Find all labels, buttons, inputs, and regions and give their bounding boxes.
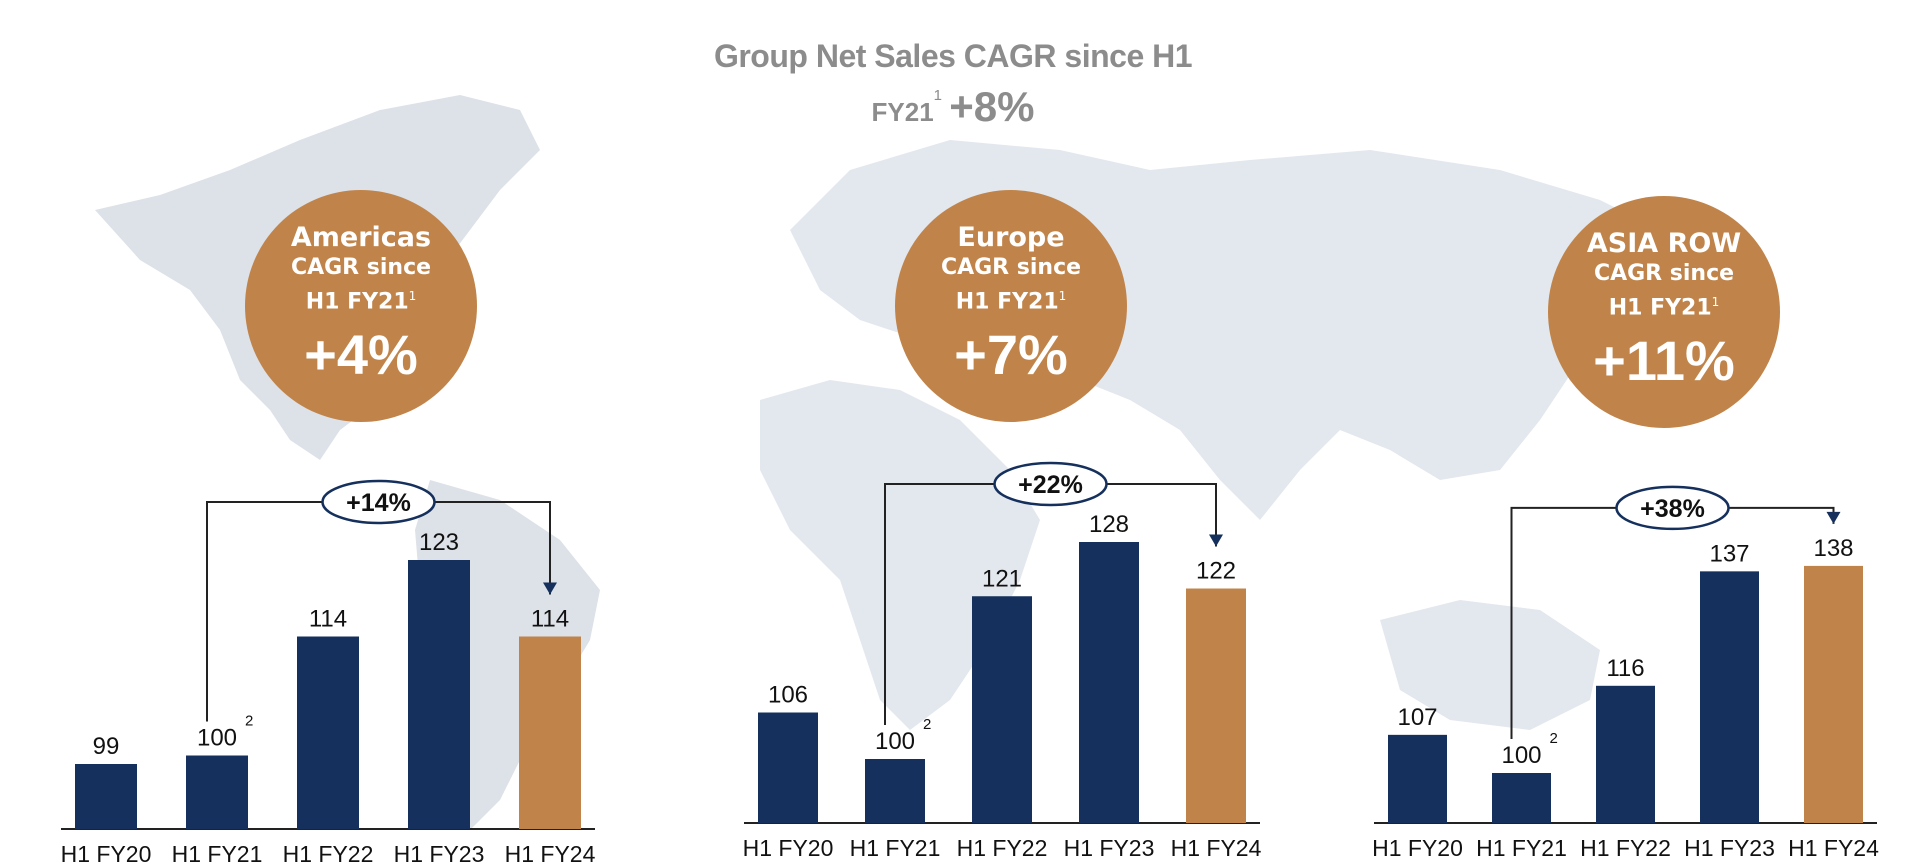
x-tick-label: H1 FY21 <box>850 835 941 861</box>
bar-h1-fy20 <box>75 764 137 829</box>
bubble-footnote: 1 <box>408 288 417 303</box>
americas-cagr-bubble: Americas CAGR since H1 FY211 +4% <box>245 190 477 422</box>
bubble-cagr-period: H1 FY211 <box>1609 288 1720 322</box>
data-label: 138 <box>1813 535 1853 562</box>
arrow-head-icon <box>543 582 557 595</box>
data-label: 100 <box>1501 742 1541 769</box>
growth-label: +14% <box>346 489 411 517</box>
baseline-footnote: 2 <box>923 716 931 733</box>
bubble-cagr-value: +7% <box>954 323 1068 387</box>
group-cagr-value: +8% <box>949 83 1035 130</box>
title-period: FY21 <box>871 97 934 127</box>
data-label: 99 <box>93 733 120 760</box>
growth-label: +38% <box>1640 495 1705 523</box>
growth-connector-line <box>206 501 551 722</box>
growth-label: +22% <box>1018 471 1083 499</box>
bubble-cagr-value: +4% <box>304 323 418 387</box>
bubble-footnote: 1 <box>1711 294 1720 309</box>
bar-h1-fy23 <box>1079 542 1139 823</box>
bubble-region-name: Americas <box>290 221 432 253</box>
x-tick-label: H1 FY21 <box>172 841 263 866</box>
bar-h1-fy24 <box>1186 588 1246 823</box>
bar-h1-fy20 <box>758 712 818 823</box>
x-tick-label: H1 FY20 <box>1372 835 1463 861</box>
bar-h1-fy22 <box>297 636 359 829</box>
page-title: Group Net Sales CAGR since H1 FY211 +8% <box>0 38 1906 131</box>
data-label: 100 <box>197 725 237 752</box>
title-footnote: 1 <box>933 87 943 104</box>
bubble-cagr-label: CAGR since <box>940 254 1082 280</box>
australia-shape <box>1380 600 1600 730</box>
bubble-period-text: H1 FY21 <box>1608 295 1712 321</box>
bar-h1-fy21 <box>1492 773 1551 823</box>
bar-h1-fy24 <box>519 636 581 829</box>
bubble-region-name: Europe <box>957 221 1065 253</box>
bar-h1-fy24 <box>1804 565 1863 823</box>
x-tick-label: H1 FY24 <box>505 841 596 866</box>
bar-h1-fy21 <box>865 759 925 823</box>
data-label: 106 <box>768 682 808 709</box>
growth-badge <box>993 461 1108 507</box>
data-label: 116 <box>1606 655 1644 682</box>
bubble-cagr-label: CAGR since <box>1593 260 1735 286</box>
bubble-cagr-label: CAGR since <box>290 254 432 280</box>
x-tick-label: H1 FY24 <box>1171 835 1262 861</box>
x-tick-label: H1 FY20 <box>743 835 834 861</box>
data-label: 114 <box>309 606 347 633</box>
africa-shape <box>760 380 1040 730</box>
europe-cagr-bubble: Europe CAGR since H1 FY211 +7% <box>895 190 1127 422</box>
data-label: 121 <box>982 565 1022 592</box>
bar-h1-fy20 <box>1388 734 1447 823</box>
bar-h1-fy22 <box>1596 685 1655 823</box>
growth-connector-line <box>884 483 1217 725</box>
data-label: 100 <box>875 728 915 755</box>
data-label: 128 <box>1089 511 1129 538</box>
arrow-head-icon <box>1826 511 1841 524</box>
x-tick-label: H1 FY24 <box>1788 835 1879 861</box>
x-tick-label: H1 FY22 <box>1580 835 1671 861</box>
bubble-footnote: 1 <box>1058 288 1067 303</box>
bar-h1-fy21 <box>186 755 248 829</box>
bubble-period-text: H1 FY21 <box>305 289 409 315</box>
x-tick-label: H1 FY23 <box>1064 835 1155 861</box>
bubble-region-name: ASIA ROW <box>1586 227 1742 259</box>
data-label: 114 <box>531 606 569 633</box>
x-tick-label: H1 FY22 <box>283 841 374 866</box>
bar-h1-fy23 <box>1700 571 1759 823</box>
title-line-2: FY211 +8% <box>0 83 1906 131</box>
growth-badge <box>1615 485 1730 531</box>
baseline-footnote: 2 <box>245 713 253 730</box>
bar-h1-fy22 <box>972 596 1032 823</box>
x-tick-label: H1 FY21 <box>1476 835 1567 861</box>
bubble-cagr-value: +11% <box>1593 329 1735 393</box>
bar-h1-fy23 <box>408 560 470 829</box>
asia-row-cagr-bubble: ASIA ROW CAGR since H1 FY211 +11% <box>1548 196 1780 428</box>
arrow-head-icon <box>1209 534 1223 547</box>
bubble-cagr-period: H1 FY211 <box>956 282 1067 316</box>
data-label: 137 <box>1709 540 1749 567</box>
x-tick-label: H1 FY22 <box>957 835 1048 861</box>
baseline-footnote: 2 <box>1550 730 1558 747</box>
data-label: 123 <box>419 529 459 556</box>
data-label: 122 <box>1196 558 1236 585</box>
growth-badge <box>321 479 436 525</box>
bubble-cagr-period: H1 FY211 <box>306 282 417 316</box>
x-tick-label: H1 FY23 <box>1684 835 1775 861</box>
x-tick-label: H1 FY23 <box>394 841 485 866</box>
bubble-period-text: H1 FY21 <box>955 289 1059 315</box>
x-tick-label: H1 FY20 <box>61 841 152 866</box>
title-line-1: Group Net Sales CAGR since H1 <box>713 38 1193 74</box>
data-label: 107 <box>1397 704 1437 731</box>
growth-connector-line <box>1510 506 1835 739</box>
